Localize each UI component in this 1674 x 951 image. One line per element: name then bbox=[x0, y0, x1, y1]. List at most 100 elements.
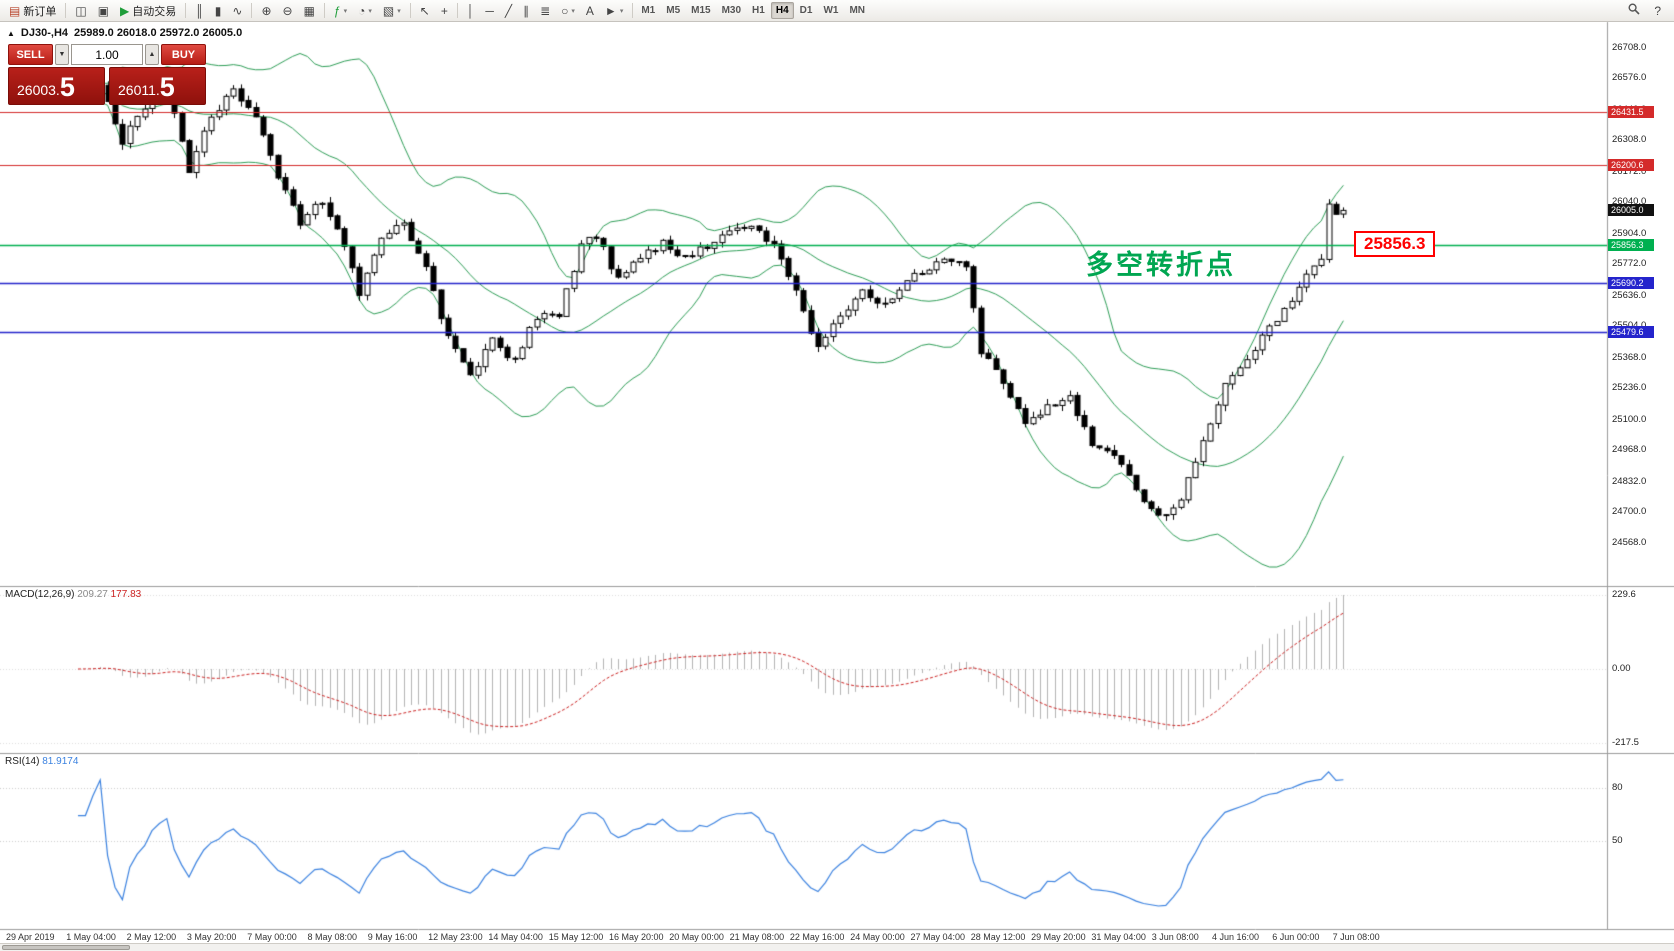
fibonacci-button[interactable]: ≣ bbox=[535, 1, 555, 20]
tile-windows-icon: ▦ bbox=[303, 3, 315, 18]
time-axis-label: 15 May 12:00 bbox=[548, 932, 604, 942]
collapse-panel-icon[interactable]: ▲ bbox=[7, 28, 15, 38]
chevron-down-icon: ▾ bbox=[571, 7, 575, 15]
timeframe-m30-button[interactable]: M30 bbox=[721, 5, 742, 16]
buy-button[interactable]: BUY bbox=[161, 44, 206, 65]
time-axis-label: 20 May 00:00 bbox=[669, 932, 724, 942]
charts-window-button[interactable]: ◫ bbox=[70, 1, 91, 20]
price-callout-box: 25856.3 bbox=[1354, 231, 1436, 257]
toolbar-separator bbox=[251, 3, 253, 18]
timeframe-m5-button[interactable]: M5 bbox=[666, 5, 681, 16]
time-axis-divider[interactable] bbox=[0, 927, 1674, 931]
shapes-icon: ○ bbox=[561, 3, 569, 18]
channel-button[interactable]: ∥ bbox=[518, 1, 534, 20]
text-icon: A bbox=[585, 3, 594, 18]
horizontal-scrollbar[interactable] bbox=[0, 943, 1674, 951]
bar-chart-button[interactable]: ║ bbox=[190, 1, 209, 20]
timeframe-m1-button[interactable]: M1 bbox=[641, 5, 656, 16]
sell-price-frac: 5 bbox=[59, 72, 75, 103]
time-axis-label: 7 Jun 08:00 bbox=[1332, 932, 1380, 942]
rsi-indicator-label: RSI(14) 81.9174 bbox=[5, 756, 78, 767]
time-axis-label: 4 Jun 16:00 bbox=[1212, 932, 1260, 942]
chevron-down-icon: ▾ bbox=[619, 7, 624, 15]
chevron-down-icon: ▾ bbox=[368, 7, 372, 15]
search-button[interactable] bbox=[1623, 1, 1645, 20]
time-axis-label: 3 Jun 08:00 bbox=[1151, 932, 1199, 942]
timeframe-h1-button[interactable]: H1 bbox=[752, 5, 765, 16]
new-order-button[interactable]: ▤ 新订单 bbox=[4, 1, 61, 20]
price-axis-label: 26172.0 bbox=[1612, 165, 1647, 177]
time-axis-label: 29 Apr 2019 bbox=[6, 932, 55, 942]
symbol-ohlc-line: ▲ DJ30-,H4 25989.0 26018.0 25972.0 26005… bbox=[7, 27, 242, 39]
time-axis-label: 16 May 20:00 bbox=[609, 932, 664, 942]
horizontal-line-button[interactable]: ─ bbox=[480, 1, 499, 20]
arrows-button[interactable]: ► ▾ bbox=[600, 1, 628, 20]
crosshair-button[interactable]: + bbox=[436, 1, 453, 20]
cursor-button[interactable]: ↖ bbox=[415, 1, 435, 20]
price-axis-label: 25236.0 bbox=[1612, 382, 1647, 394]
zoom-out-button[interactable]: ⊖ bbox=[278, 1, 298, 20]
trendline-button[interactable]: ╱ bbox=[500, 1, 517, 20]
crosshair-icon: + bbox=[440, 3, 448, 18]
period-button[interactable]: ◔ ▾ bbox=[353, 1, 377, 20]
price-axis-label: 24700.0 bbox=[1612, 506, 1647, 518]
templates-button[interactable]: ▧ ▾ bbox=[378, 1, 406, 20]
price-axis-label: 25504.0 bbox=[1612, 320, 1646, 331]
scrollbar-thumb[interactable] bbox=[2, 945, 130, 950]
price-axis-label: 24832.0 bbox=[1612, 475, 1647, 487]
search-icon bbox=[1628, 2, 1640, 20]
price-axis-label: 24968.0 bbox=[1612, 444, 1647, 456]
autotrade-button[interactable]: ▶ 自动交易 bbox=[115, 1, 181, 20]
time-axis-label: 27 May 04:00 bbox=[910, 932, 966, 942]
price-level-tag: 26200.6 bbox=[1608, 159, 1654, 172]
timeframe-mn-button[interactable]: MN bbox=[849, 5, 865, 16]
new-order-icon: ▤ bbox=[9, 3, 21, 18]
new-order-button-label: 新订单 bbox=[23, 5, 57, 18]
profile-button[interactable]: ▣ bbox=[93, 1, 114, 20]
templates-icon: ▧ bbox=[382, 3, 395, 18]
sell-button[interactable]: SELL bbox=[8, 44, 53, 65]
toolbar-separator bbox=[632, 3, 634, 18]
price-axis-label: 25904.0 bbox=[1612, 227, 1647, 239]
timeframe-h4-button[interactable]: H4 bbox=[770, 2, 794, 19]
one-click-trading-panel: SELL ▼ ▲ BUY 26003.5 26011.5 bbox=[8, 44, 206, 105]
rsi-axis-label: 50 bbox=[1612, 835, 1623, 846]
candlestick-chart-button[interactable]: ▮ bbox=[210, 1, 227, 20]
sell-price[interactable]: 26003. 5 bbox=[8, 67, 105, 105]
timeframe-d1-button[interactable]: D1 bbox=[799, 5, 813, 16]
timeframe-m15-button[interactable]: M15 bbox=[691, 5, 711, 16]
bar-chart-icon: ║ bbox=[195, 3, 204, 18]
toolbar-separator bbox=[409, 3, 411, 18]
tile-windows-button[interactable]: ▦ bbox=[299, 1, 320, 20]
price-axis-label: 25368.0 bbox=[1612, 351, 1647, 363]
price-level-tag: 25856.3 bbox=[1608, 238, 1654, 251]
price-axis-label: 25636.0 bbox=[1612, 289, 1647, 301]
macd-panel-divider[interactable] bbox=[0, 584, 1674, 588]
timeframe-w1-button[interactable]: W1 bbox=[823, 5, 839, 16]
shapes-button[interactable]: ○ ▾ bbox=[556, 1, 580, 20]
indicators-button[interactable]: ƒ ▾ bbox=[329, 1, 352, 20]
rsi-panel-divider[interactable] bbox=[0, 751, 1674, 755]
time-axis-label: 29 May 20:00 bbox=[1031, 932, 1086, 942]
text-button[interactable]: A bbox=[581, 1, 599, 20]
rsi-axis-label: 80 bbox=[1612, 782, 1623, 794]
volume-increase-button[interactable]: ▲ bbox=[145, 44, 159, 65]
macd-axis-label: -217.5 bbox=[1612, 737, 1639, 748]
line-chart-icon: ∿ bbox=[232, 3, 243, 18]
zoom-out-icon: ⊖ bbox=[282, 3, 293, 18]
buy-price[interactable]: 26011. 5 bbox=[109, 67, 206, 105]
volume-input[interactable] bbox=[71, 44, 143, 65]
sell-price-main: 26003. bbox=[17, 82, 60, 99]
zoom-in-button[interactable]: ⊕ bbox=[256, 1, 276, 20]
volume-decrease-button[interactable]: ▼ bbox=[55, 44, 69, 65]
price-level-tag: 25479.6 bbox=[1608, 325, 1654, 338]
time-axis-label: 14 May 04:00 bbox=[488, 932, 543, 942]
time-axis-label: 21 May 08:00 bbox=[729, 932, 785, 942]
toolbar-buttons: ▤ 新订单 ◫ ▣ ▶ 自动交易 ║ ▮ ∿ ⊕ ⊖ ▦ ƒ ▾ ◔ ▾ ▧ ▾ ↖ + │ ─ ╱ ∥ ≣ ○ ▾ A ► ▾ bbox=[4, 1, 636, 20]
line-chart-button[interactable]: ∿ bbox=[227, 1, 247, 20]
help-button[interactable]: ? bbox=[1649, 1, 1666, 20]
price-axis-label: 25100.0 bbox=[1612, 413, 1647, 425]
price-axis-label: 26308.0 bbox=[1612, 134, 1647, 146]
vertical-line-button[interactable]: │ bbox=[462, 1, 480, 20]
